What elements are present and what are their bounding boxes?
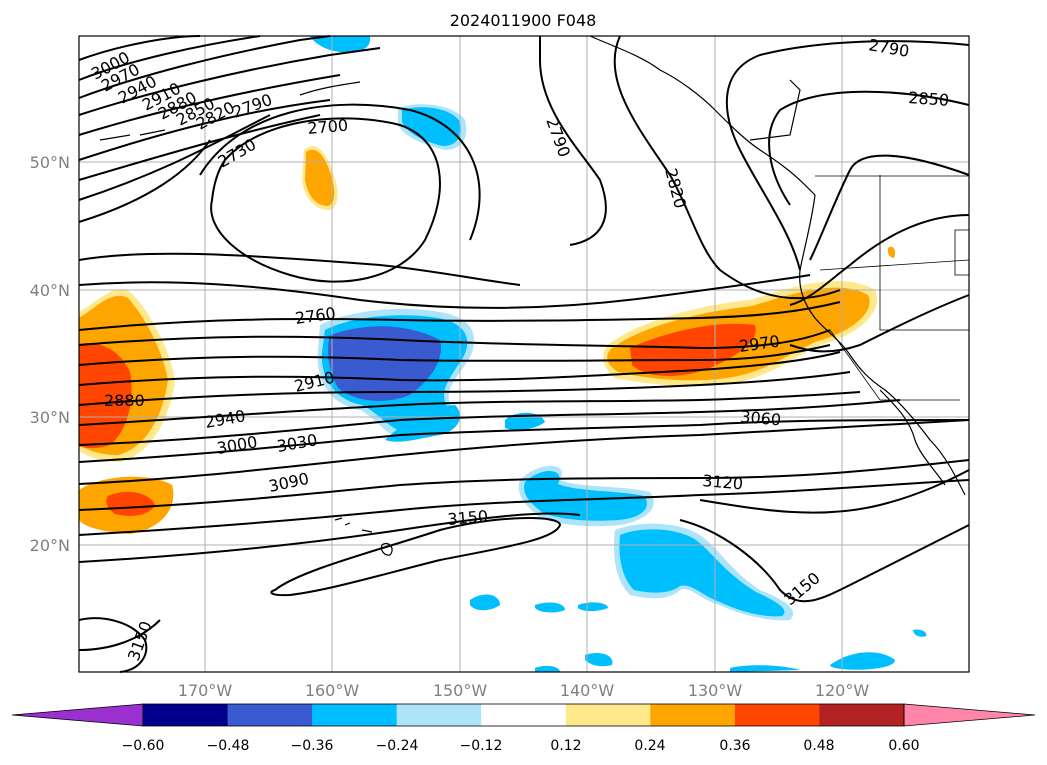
lon-axis-labels: 170°W 160°W 150°W 140°W 130°W 120°W xyxy=(178,681,870,700)
colorbar-swatch xyxy=(227,704,313,726)
colorbar-tick-labels: −0.60 −0.48 −0.36 −0.24 −0.12 0.12 0.24 … xyxy=(122,738,920,754)
colorbar-extend-low xyxy=(11,703,144,727)
contour-label: 2880 xyxy=(104,391,145,410)
colorbar-tick-label: 0.24 xyxy=(634,738,665,754)
lon-tick-label: 130°W xyxy=(688,681,743,700)
colorbar-swatch xyxy=(565,704,651,726)
shaded-field xyxy=(79,36,927,672)
colorbar-swatch xyxy=(312,704,398,726)
colorbar-swatch xyxy=(819,704,905,726)
lon-tick-label: 160°W xyxy=(305,681,360,700)
colorbar-tick-label: −0.48 xyxy=(207,738,250,754)
contour-label: 2850 xyxy=(908,88,950,110)
contour-label: 3150 xyxy=(447,507,489,529)
contour-label: 3060 xyxy=(740,407,782,429)
lat-tick-label: 40°N xyxy=(30,281,70,300)
lat-tick-label: 20°N xyxy=(30,536,70,555)
colorbar-tick-label: −0.24 xyxy=(376,738,419,754)
colorbar-tick-label: 0.48 xyxy=(803,738,834,754)
lat-axis-labels: 50°N 40°N 30°N 20°N xyxy=(30,153,70,555)
colorbar-tick-label: 0.60 xyxy=(888,738,919,754)
colorbar-swatches xyxy=(11,703,1036,727)
lat-tick-label: 30°N xyxy=(30,408,70,427)
contour-label: 2700 xyxy=(307,116,349,138)
height-contours xyxy=(78,35,970,673)
colorbar-tick-label: 0.12 xyxy=(550,738,581,754)
lon-tick-label: 150°W xyxy=(433,681,488,700)
colorbar-swatch xyxy=(734,704,820,726)
colorbar-swatch xyxy=(481,704,567,726)
colorbar-tick-label: −0.12 xyxy=(460,738,503,754)
map-title: 2024011900 F048 xyxy=(450,11,597,30)
lon-tick-label: 140°W xyxy=(560,681,615,700)
lat-tick-label: 50°N xyxy=(30,153,70,172)
lon-tick-label: 170°W xyxy=(178,681,233,700)
map-panel: 3000 2970 2940 2910 2880 2850 2820 2790 … xyxy=(78,35,970,673)
colorbar-tick-label: −0.60 xyxy=(122,738,165,754)
colorbar: −0.60 −0.48 −0.36 −0.24 −0.12 0.12 0.24 … xyxy=(11,703,1036,754)
colorbar-swatch xyxy=(143,704,229,726)
colorbar-swatch xyxy=(650,704,736,726)
colorbar-tick-label: 0.36 xyxy=(719,738,750,754)
colorbar-swatch xyxy=(396,704,482,726)
colorbar-tick-label: −0.36 xyxy=(291,738,334,754)
colorbar-extend-high xyxy=(903,703,1036,727)
graticule xyxy=(79,36,969,672)
lon-tick-label: 120°W xyxy=(815,681,870,700)
contour-label: 3120 xyxy=(702,471,744,493)
